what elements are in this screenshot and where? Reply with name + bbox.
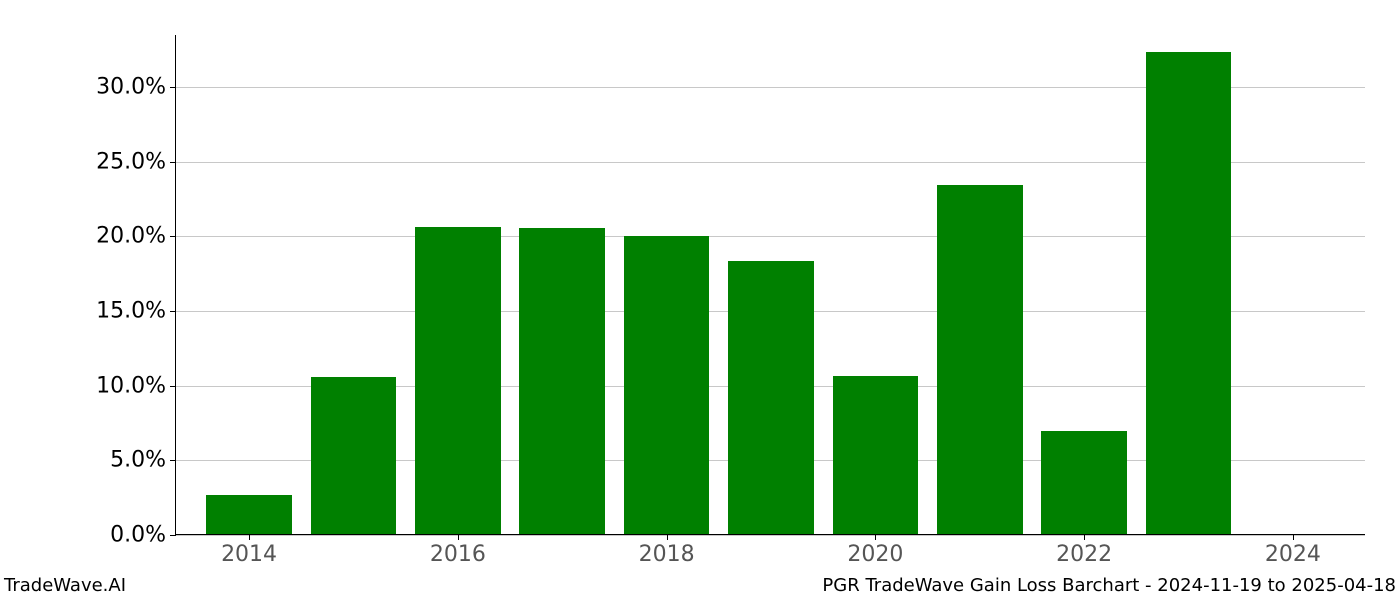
x-tick-label: 2020 [847, 534, 903, 567]
bar [519, 228, 605, 534]
bar [206, 495, 292, 534]
bar [1041, 431, 1127, 534]
footer-right-label: PGR TradeWave Gain Loss Barchart - 2024-… [822, 575, 1396, 596]
x-tick-label: 2024 [1265, 534, 1321, 567]
bar [415, 227, 501, 534]
bar [624, 236, 710, 535]
y-tick-label: 20.0% [96, 224, 176, 249]
bar [311, 377, 397, 534]
y-gridline [176, 535, 1365, 536]
chart-container: 0.0% 5.0% 10.0% 15.0% 20.0% 25.0% 30.0% 2014 201… [0, 0, 1400, 600]
x-tick-label: 2014 [221, 534, 277, 567]
x-tick-label: 2018 [639, 534, 695, 567]
footer-left-label: TradeWave.AI [4, 575, 126, 596]
y-tick-label: 25.0% [96, 149, 176, 174]
bar [1146, 52, 1232, 534]
bar [937, 185, 1023, 534]
bar [833, 376, 919, 534]
y-tick-label: 10.0% [96, 373, 176, 398]
y-tick-label: 5.0% [110, 448, 176, 473]
y-tick-label: 30.0% [96, 75, 176, 100]
x-tick-label: 2016 [430, 534, 486, 567]
bar [728, 261, 814, 534]
y-tick-label: 15.0% [96, 299, 176, 324]
plot-area: 0.0%5.0%10.0%15.0%20.0%25.0%30.0%2014201… [175, 35, 1365, 535]
y-tick-label: 0.0% [110, 523, 176, 548]
x-tick-label: 2022 [1056, 534, 1112, 567]
